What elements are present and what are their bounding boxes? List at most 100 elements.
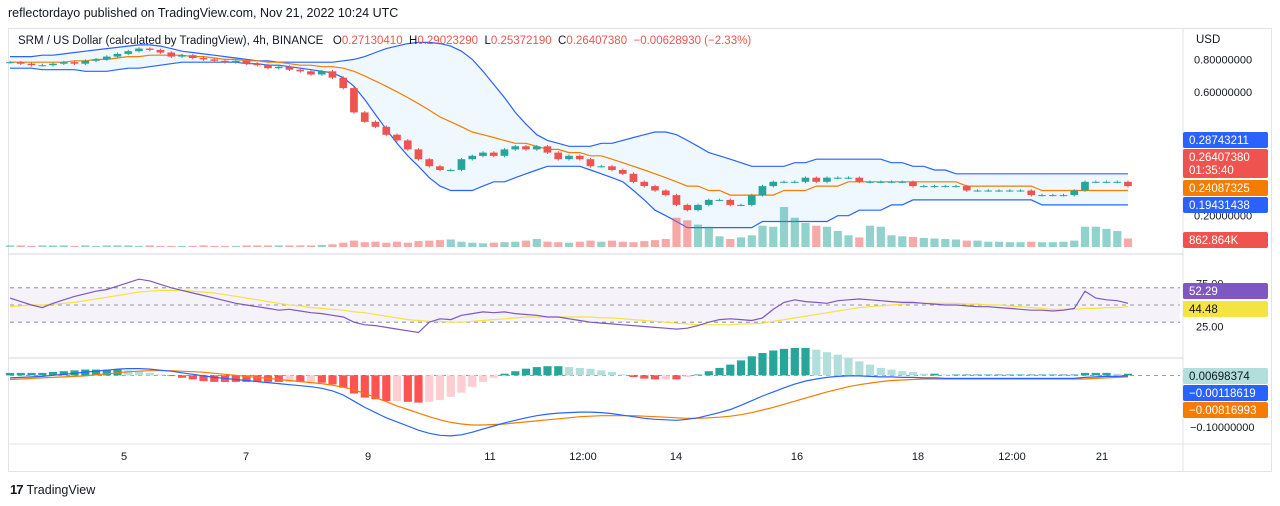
volume-bar [833, 231, 842, 247]
rsi-ma-value-label-bg [1183, 301, 1268, 317]
volume-bar [27, 245, 36, 247]
time-tick-label: 21 [1096, 451, 1108, 463]
candle [156, 49, 165, 53]
candle [919, 186, 928, 188]
macd-histogram-bar [898, 371, 907, 376]
macd-histogram-bar [511, 371, 520, 376]
macd-histogram-bar [833, 354, 842, 376]
volume-bar [274, 245, 283, 247]
volume-bar [468, 242, 477, 247]
volume-bar [844, 235, 853, 247]
rsi-value-label-bg [1183, 283, 1268, 299]
time-tick-label: 16 [791, 451, 803, 463]
macd-histogram-bar [1113, 373, 1122, 376]
volume-bar [382, 242, 391, 247]
bb-lower-price-label-bg [1183, 197, 1268, 213]
candle [167, 52, 176, 57]
macd-histogram-bar [425, 375, 434, 402]
volume-bar [1016, 242, 1025, 247]
candle [102, 56, 111, 60]
candle [952, 186, 960, 188]
macd-histogram-bar [1059, 374, 1068, 376]
volume-bar [683, 220, 692, 247]
volume-bar [16, 245, 25, 247]
candle [511, 146, 520, 150]
macd-histogram-bar [156, 374, 165, 376]
macd-histogram-bar [306, 375, 316, 382]
last-price-label-bg [1183, 149, 1268, 165]
candle [844, 177, 853, 179]
volume-bar [908, 236, 918, 247]
time-tick-label: 12:00 [569, 451, 597, 463]
macd-histogram-bar [1037, 374, 1047, 376]
bar-countdown-label-bg [1183, 162, 1268, 178]
volume-bar [371, 241, 380, 247]
macd-histogram-bar [704, 371, 713, 376]
volume-bar [489, 242, 498, 247]
candle [1124, 181, 1132, 187]
volume-bar [1037, 242, 1047, 247]
macd-histogram-bar [607, 372, 617, 376]
volume-bar [435, 240, 445, 247]
macd-histogram-bar [414, 375, 423, 403]
candle [1005, 190, 1014, 192]
candle [758, 186, 767, 196]
macd-histogram-label-bg [1183, 368, 1268, 384]
volume-bar [650, 240, 660, 247]
volume-bar [113, 245, 122, 247]
macd-histogram-bar [91, 369, 101, 376]
volume-bar [984, 241, 993, 247]
macd-histogram-bar [145, 372, 154, 376]
macd-histogram-bar [446, 375, 455, 397]
signal-value-label-bg [1183, 402, 1268, 418]
candle [973, 190, 982, 192]
candle [221, 60, 229, 63]
candle [586, 159, 595, 167]
price-tick-label: 0.60000000 [1194, 87, 1252, 99]
volume-bar [1091, 226, 1100, 247]
volume-bar [403, 242, 412, 247]
macd-histogram-bar [1027, 374, 1036, 376]
volume-bar [328, 244, 337, 247]
candle [855, 177, 864, 182]
volume-bar [478, 243, 488, 247]
candle [726, 199, 735, 205]
rsi-tick-label: 25.00 [1196, 322, 1224, 334]
volume-bar [199, 245, 208, 247]
macd-histogram-bar [242, 375, 251, 382]
volume-bar [769, 226, 778, 247]
volume-bar [188, 245, 197, 247]
candle [565, 155, 573, 160]
candle [522, 146, 530, 150]
volume-bar [812, 225, 821, 247]
volume-bar [339, 242, 348, 247]
candle [393, 134, 401, 141]
macd-histogram-bar [5, 372, 15, 376]
candle [1027, 190, 1036, 196]
macd-histogram-bar [844, 358, 853, 376]
volume-bar [263, 245, 273, 247]
candle [661, 190, 670, 196]
candle [178, 55, 186, 57]
high-value: 0.29023290 [417, 35, 479, 47]
candle [898, 181, 907, 183]
volume-bar [521, 240, 531, 247]
macd-histogram-bar [640, 375, 649, 379]
change-value: −0.00628930 (−2.33%) [633, 35, 752, 47]
candle [436, 166, 444, 170]
macd-histogram-bar [801, 348, 810, 376]
time-tick-label: 18 [912, 451, 924, 463]
candle [694, 204, 702, 211]
candle [382, 126, 391, 135]
volume-bar [360, 242, 369, 247]
volume-bar [554, 242, 563, 247]
candle [414, 149, 423, 160]
macd-histogram-bar [124, 370, 133, 376]
rsi-line [9, 278, 1129, 334]
volume-bar [962, 240, 971, 247]
tradingview-footer[interactable]: 17 TradingView [10, 482, 95, 497]
candle [930, 186, 939, 188]
macd-histogram-bar [747, 356, 756, 376]
signal-value-label: −0.00816993 [1189, 405, 1256, 417]
